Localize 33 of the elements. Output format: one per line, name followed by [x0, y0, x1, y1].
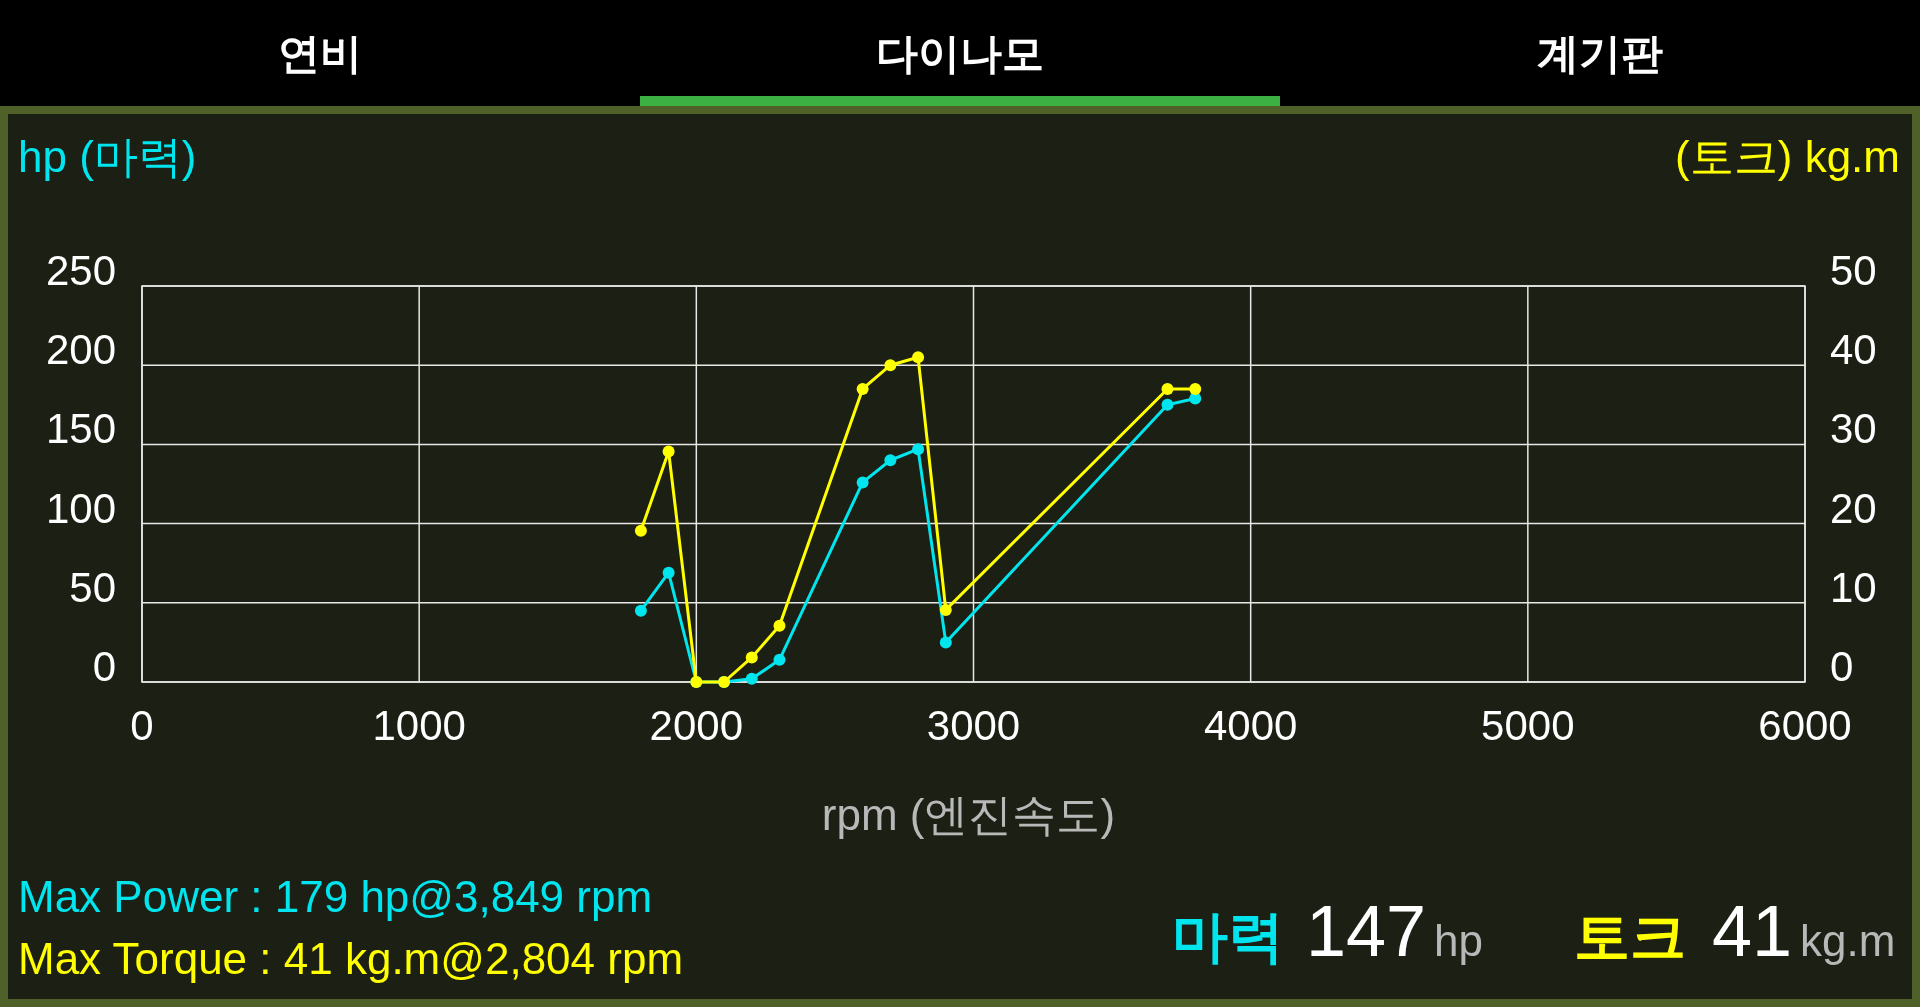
y-tick-label: 150 — [45, 405, 116, 453]
y2-tick-label: 20 — [1830, 484, 1877, 532]
x-axis-title: rpm (엔진속도) — [821, 790, 1116, 839]
x-tick-label: 6000 — [1758, 702, 1852, 749]
y2-tick-label: 50 — [1830, 247, 1877, 294]
y2-tick-label: 0 — [1830, 643, 1854, 690]
text: kg.m — [1800, 916, 1896, 965]
y-tick-label: 0 — [92, 643, 116, 690]
text: 계기판 — [1537, 30, 1663, 77]
text: Max Torque : 41 kg.m@2,804 rpm — [18, 934, 684, 983]
y2-tick-label: 40 — [1830, 326, 1877, 374]
y2-axis-title: (토크) kg.m — [1675, 132, 1900, 181]
text: hp — [1434, 916, 1483, 965]
y2-tick-label: 30 — [1830, 405, 1877, 453]
y-tick-label: 50 — [69, 563, 116, 611]
text: 토크 — [1574, 905, 1686, 968]
text: 마력 — [1172, 905, 1284, 968]
x-tick-label: 1000 — [372, 702, 466, 749]
y2-tick-label: 10 — [1830, 563, 1877, 611]
text: Max Power : 179 hp@3,849 rpm — [18, 872, 653, 921]
y-tick-label: 250 — [45, 247, 116, 294]
x-tick-label: 3000 — [926, 702, 1021, 749]
text: 다이나모 — [876, 30, 1044, 77]
x-tick-label: 4000 — [1203, 702, 1298, 749]
text: 연비 — [278, 30, 362, 77]
x-tick-label: 5000 — [1481, 702, 1575, 749]
y-axis-title: hp (마력) — [18, 132, 197, 181]
x-tick-label: 2000 — [649, 702, 744, 749]
y-tick-label: 100 — [45, 484, 116, 532]
text: 41 — [1712, 891, 1793, 971]
y-tick-label: 200 — [45, 326, 116, 374]
text: 147 — [1306, 891, 1427, 971]
x-tick-label: 0 — [130, 702, 154, 749]
